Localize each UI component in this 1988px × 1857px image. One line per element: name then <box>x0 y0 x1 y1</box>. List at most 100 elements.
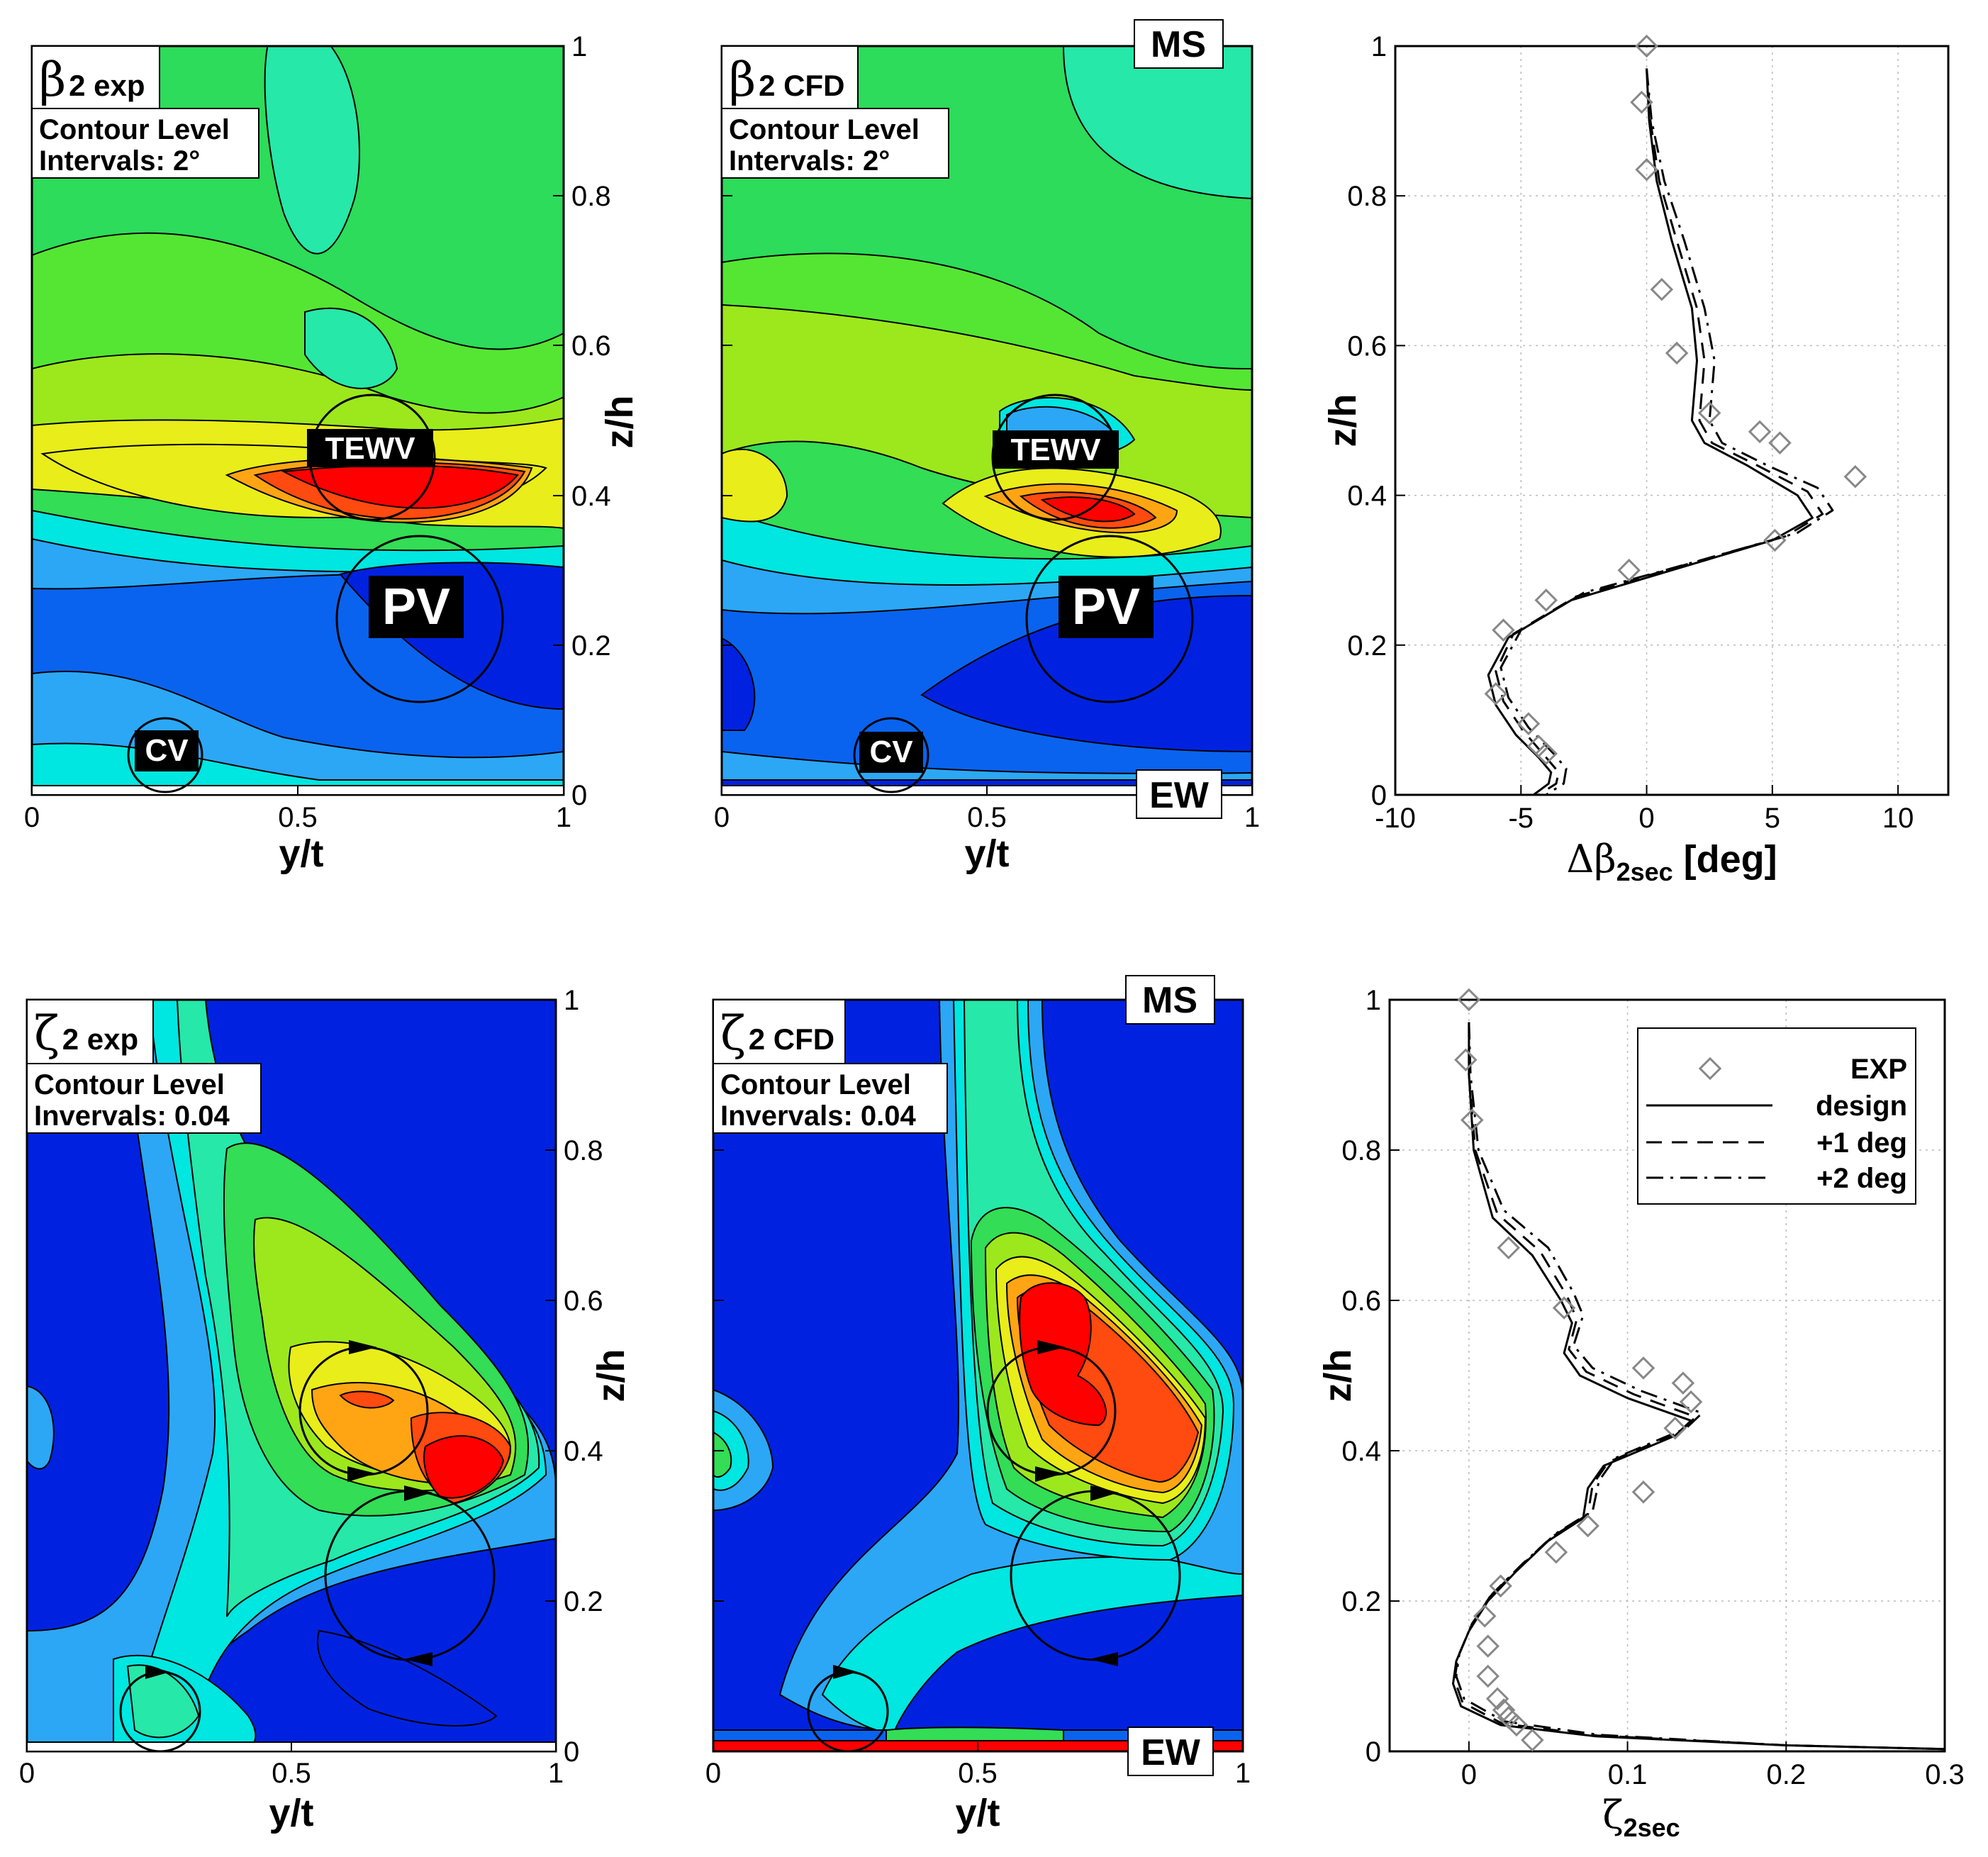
x-axis-label: y/t <box>269 1792 313 1834</box>
exp-data-point <box>1635 34 1658 58</box>
series-line-design <box>1452 1022 1945 1751</box>
exp-data-point <box>1635 157 1658 182</box>
exp-data-point <box>1484 682 1508 706</box>
y-tick-label: 0 <box>564 1736 579 1768</box>
pv-label-box <box>1059 576 1154 638</box>
x-tick-label: 1 <box>1244 802 1260 833</box>
exp-data-point <box>1763 528 1787 552</box>
x-tick-label: 0.5 <box>958 1758 998 1789</box>
x-tick-label: -5 <box>1508 803 1534 834</box>
x-axis-label: y/t <box>955 1792 1000 1834</box>
contour-info-line: Contour Level <box>729 114 920 145</box>
exp-data-point <box>1473 1604 1497 1628</box>
exp-data-point <box>1576 1514 1599 1538</box>
contour-info-box <box>721 108 949 179</box>
delta-beta-exp-markers <box>1484 34 1867 766</box>
x-tick-label: 0 <box>1638 803 1654 834</box>
zeta-series <box>1452 1022 1945 1751</box>
zeta-exp-markers <box>1454 988 1703 1752</box>
contour-info-line: Invervals: 0.04 <box>720 1100 916 1132</box>
exp-data-point <box>1476 1634 1500 1658</box>
delta-beta-profile-panel: -10 -5 0 5 10 0 0.2 0.4 0.6 0.8 1 z/h Δβ2sec [deg… <box>1322 31 1950 886</box>
x-tick-label: 0.2 <box>1766 1759 1806 1790</box>
exp-data-point <box>1679 1390 1703 1414</box>
tewv-label: TEWV <box>1010 433 1101 467</box>
exp-data-point <box>1461 1108 1484 1132</box>
exp-data-point <box>1517 712 1541 735</box>
y-tick-label: 0.6 <box>1347 330 1387 362</box>
y-tick-label: 0.2 <box>571 630 611 662</box>
exp-data-point <box>1748 420 1772 444</box>
ew-label: EW <box>1141 1732 1201 1773</box>
exp-data-point <box>1630 90 1653 114</box>
y-axis-label: z/h <box>1317 1349 1359 1402</box>
y-tick-label: 0.8 <box>1341 1135 1381 1166</box>
series-line-design <box>1487 68 1814 796</box>
x-tick-label: 0 <box>1461 1759 1477 1790</box>
exp-data-point <box>1552 1296 1576 1320</box>
contour-info-box <box>31 108 259 179</box>
y-tick-label: 1 <box>1371 31 1387 62</box>
contour-info-line: Intervals: 2° <box>729 145 890 177</box>
series-line-2-deg <box>1500 68 1834 796</box>
pv-label-box <box>369 576 464 638</box>
ms-label-box <box>1134 19 1224 69</box>
legend-label-plus2: +2 deg <box>1816 1163 1907 1194</box>
x-tick-label: 5 <box>1765 803 1780 834</box>
pv-label: PV <box>382 579 450 635</box>
contour-info-line: Contour Level <box>39 114 230 145</box>
y-tick-label: 0.4 <box>1347 481 1387 512</box>
zeta2-cfd-vortex-arrows <box>833 1340 1119 1679</box>
exp-data-point <box>1521 1728 1544 1752</box>
cv-label: CV <box>869 735 913 769</box>
zeta2-cfd-x-ticks <box>713 1742 1244 1751</box>
series-line-1-deg <box>1495 68 1824 796</box>
panel-title-box <box>26 999 154 1064</box>
beta2-cfd-contour-fill <box>722 46 1252 795</box>
y-tick-label: 1 <box>571 31 587 62</box>
exp-data-point <box>1534 589 1558 612</box>
tewv-label: TEWV <box>325 431 415 466</box>
zeta-plot-frame <box>1388 998 1946 1753</box>
exp-data-point <box>1497 1706 1521 1729</box>
y-tick-label: 0.6 <box>1341 1286 1381 1317</box>
exp-data-point <box>1671 1371 1695 1395</box>
y-axis-label: z/h <box>598 396 641 449</box>
x-tick-label: 0.5 <box>272 1758 311 1789</box>
x-axis-label: Δβ2sec [deg] <box>1566 837 1777 886</box>
y-axis-label: z/h <box>590 1349 632 1402</box>
zeta2-exp-y-ticks <box>545 999 556 1752</box>
y-tick-label: 0.4 <box>1341 1436 1381 1467</box>
x-tick-label: -10 <box>1375 803 1416 834</box>
panel-title-box <box>31 45 160 109</box>
y-tick-label: 0.2 <box>564 1586 603 1617</box>
x-tick-label: 0 <box>19 1758 35 1789</box>
contour-info-line: Intervals: 2° <box>39 145 200 177</box>
zeta-y-ticks: 0 0.2 0.4 0.6 0.8 1 <box>1341 985 1400 1768</box>
delta-beta-grid <box>1395 45 1948 796</box>
beta2-exp-x-ticks <box>31 786 564 795</box>
zeta2-cfd-contour-panel: 0 0.5 1 y/t ζ2 CFD Contour Level Inverva… <box>705 975 1251 1834</box>
y-tick-label: 0 <box>571 780 587 811</box>
cv-label-box <box>135 730 199 771</box>
delta-beta-x-ticks: -10 -5 0 5 10 <box>1375 785 1914 834</box>
y-tick-label: 0 <box>1371 780 1387 811</box>
exp-data-point <box>1631 1356 1655 1380</box>
ew-label-box <box>1127 1727 1214 1776</box>
beta2-exp-contour-panel: 0 0.5 1 0 0.2 0.4 0.6 0.8 1 y/t z/h β2 e… <box>24 31 641 875</box>
x-tick-label: 1 <box>1235 1758 1251 1789</box>
x-axis-label: y/t <box>964 832 1009 875</box>
panel-title: β2 exp <box>39 52 145 107</box>
legend-exp-marker <box>1698 1056 1722 1081</box>
x-tick-label: 1 <box>548 1758 564 1789</box>
x-tick-label: 0.1 <box>1608 1759 1648 1790</box>
contour-info-line: Invervals: 0.04 <box>34 1100 230 1132</box>
zeta-x-ticks: 0 0.1 0.2 0.3 <box>1461 1741 1965 1790</box>
exp-data-point <box>1544 1540 1568 1564</box>
x-tick-label: 1 <box>556 802 571 833</box>
exp-data-point <box>1476 1664 1500 1688</box>
y-tick-label: 0.8 <box>1347 181 1387 212</box>
tewv-label-box <box>307 429 433 467</box>
delta-beta-y-ticks: 0 0.2 0.4 0.6 0.8 1 <box>1347 31 1405 811</box>
